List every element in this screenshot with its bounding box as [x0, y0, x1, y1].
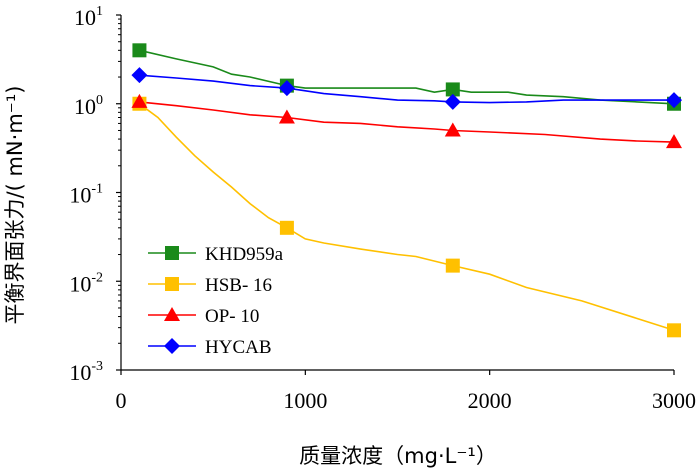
series-line-khd959a: [139, 49, 675, 105]
x-ticks: 0 1000 2000 3000: [116, 370, 696, 413]
data-point-op-10: [666, 134, 682, 149]
series-markers: [131, 43, 682, 338]
axes: 101 100 10-1 10-2 10-3 0 1000 2000 3000: [69, 4, 696, 413]
y-tick-label: 10-2: [69, 270, 103, 296]
legend: KHD959a HSB- 16 OP- 10 HYCAB: [148, 244, 284, 358]
data-point-hycab: [444, 93, 461, 110]
series-line-hycab: [139, 74, 674, 104]
legend-label-hsb-16: HSB- 16: [205, 275, 272, 296]
data-point-hycab: [131, 67, 148, 84]
x-tick-label: 3000: [652, 388, 696, 413]
x-tick-label: 1000: [283, 388, 327, 413]
data-point-hsb-16: [445, 258, 460, 273]
legend-label-khd959a: KHD959a: [205, 244, 284, 265]
data-point-hsb-16: [279, 220, 294, 235]
y-axis-title: 平衡界面张力/( mN·m⁻¹): [3, 86, 27, 325]
legend-label-hycab: HYCAB: [205, 337, 272, 358]
legend-marker-op-10: [164, 307, 180, 321]
data-point-hycab: [666, 92, 682, 109]
y-tick-label: 10-1: [69, 182, 103, 208]
y-tick-label: 101: [74, 4, 103, 30]
data-point-op-10: [444, 122, 461, 137]
y-tick-label: 10-3: [69, 359, 103, 385]
data-point-hycab: [278, 80, 295, 97]
x-tick-label: 0: [116, 388, 127, 413]
data-point-khd959a: [445, 82, 460, 97]
x-tick-label: 2000: [468, 388, 512, 413]
data-point-op-10: [278, 109, 295, 124]
data-point-hsb-16: [667, 323, 681, 338]
y-ticks: 101 100 10-1 10-2 10-3: [69, 4, 121, 385]
data-point-khd959a: [132, 43, 147, 58]
legend-marker-khd959a: [165, 246, 179, 260]
x-axis-title: 质量浓度（mg·L⁻¹）: [299, 444, 497, 468]
series-line-op-10: [139, 101, 675, 143]
data-point-op-10: [131, 93, 148, 108]
series-lines: [138, 49, 675, 332]
legend-marker-hycab: [164, 338, 180, 354]
y-tick-label: 100: [74, 93, 103, 119]
legend-label-op-10: OP- 10: [205, 306, 259, 327]
series-line-hsb-16: [138, 103, 675, 332]
legend-marker-hsb-16: [165, 277, 179, 291]
